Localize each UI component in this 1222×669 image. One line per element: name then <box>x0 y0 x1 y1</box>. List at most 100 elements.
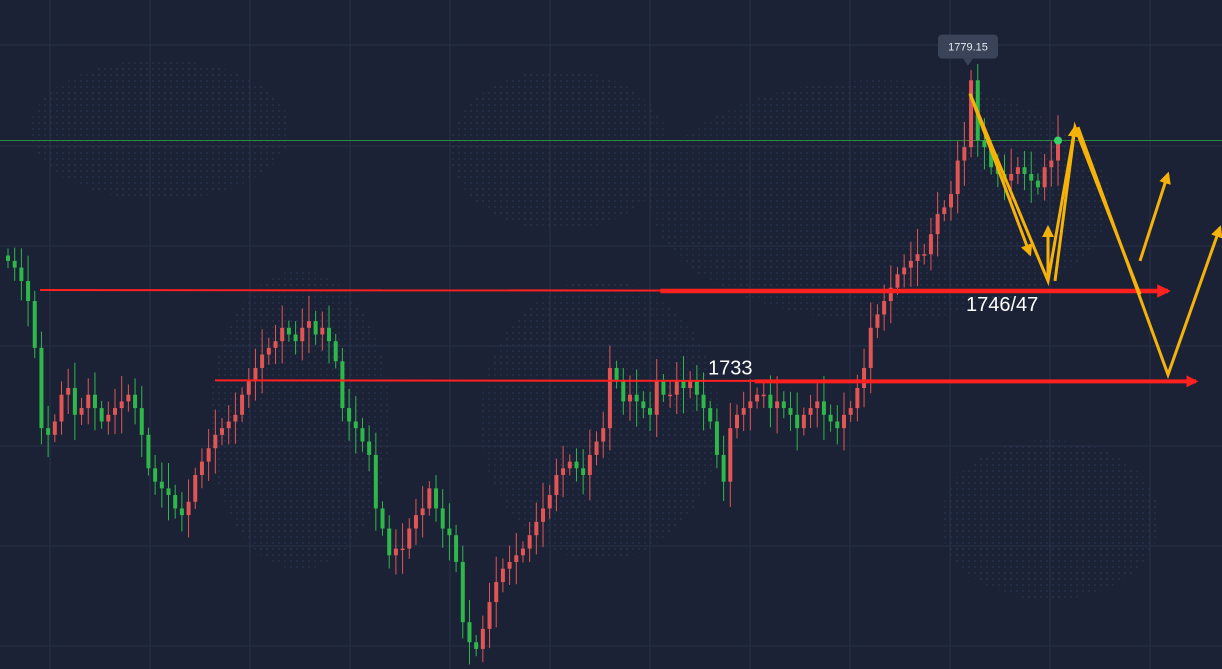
candle-body <box>360 428 365 442</box>
candle-body <box>547 495 552 509</box>
candle-body <box>748 401 753 409</box>
candle-body <box>634 394 639 402</box>
candle-body <box>848 408 853 415</box>
candle-body <box>146 434 151 469</box>
candle-body <box>507 561 512 569</box>
candle-body <box>808 408 813 415</box>
candle-body <box>942 207 947 215</box>
candle-body <box>220 428 225 435</box>
candle-body <box>273 341 278 348</box>
candle-body <box>714 421 719 455</box>
candle-body <box>888 287 893 302</box>
candle-body <box>801 414 806 429</box>
support-level-label: 1746/47 <box>966 294 1038 316</box>
candle-body <box>246 381 251 395</box>
candle-body <box>32 301 37 348</box>
candle-body <box>768 394 773 409</box>
support-levels: 1746/47 1733 <box>39 284 1199 388</box>
candle-body <box>166 488 171 496</box>
candle-body <box>413 515 418 529</box>
candle-body <box>788 408 793 415</box>
candle-body <box>280 327 285 342</box>
candle-body <box>52 421 57 435</box>
candle-body <box>668 394 673 397</box>
candle-body <box>527 535 532 549</box>
candle-body <box>875 314 880 328</box>
candle-body <box>567 461 572 469</box>
candle-body <box>641 401 646 409</box>
candle-body <box>815 401 820 409</box>
candle-body <box>862 367 867 389</box>
last-price-dot <box>1054 136 1062 145</box>
candle-body <box>969 80 974 148</box>
candle-body <box>333 341 338 362</box>
candle-body <box>734 414 739 429</box>
candle-body <box>400 548 405 551</box>
candle-body <box>240 394 245 415</box>
candle-body <box>467 622 472 643</box>
candle-body <box>460 561 465 623</box>
candle-body <box>474 642 479 649</box>
candle-body <box>554 474 559 496</box>
candle-body <box>173 495 178 509</box>
candle-body <box>79 408 84 415</box>
candle-body <box>681 381 686 389</box>
candle-body <box>895 274 900 288</box>
candle-body <box>86 394 91 409</box>
candle-body <box>213 434 218 449</box>
projection-arrow <box>968 93 1033 257</box>
candle-body <box>340 361 345 409</box>
candle-body <box>300 327 305 342</box>
candle-body <box>153 468 158 482</box>
candle-body <box>989 147 994 168</box>
candle-body <box>159 481 164 489</box>
candle-body <box>113 408 118 415</box>
candle-body <box>708 408 713 422</box>
candle-body <box>380 508 385 529</box>
candle-body <box>293 334 298 342</box>
candle-body <box>982 140 987 148</box>
candle-body <box>306 321 311 328</box>
candle-body <box>320 327 325 335</box>
candle-body <box>587 454 592 475</box>
candle-body <box>1042 167 1047 188</box>
candle-body <box>133 394 138 409</box>
candle-body <box>6 255 10 261</box>
candle-body <box>92 394 97 409</box>
candle-body <box>367 441 372 455</box>
candle-body <box>233 414 238 422</box>
support-level-label: 1733 <box>708 357 753 379</box>
candle-body <box>427 488 432 509</box>
candle-body <box>99 408 104 422</box>
candle-body <box>373 454 378 509</box>
candle-body <box>253 367 258 382</box>
candle-body <box>1015 167 1020 174</box>
candle-body <box>266 347 271 355</box>
candle-body <box>199 461 204 475</box>
projection-arrow <box>1053 124 1080 282</box>
candle-body <box>855 388 860 409</box>
candle-body <box>828 414 833 422</box>
candle-body <box>327 327 332 342</box>
candle-body <box>26 280 31 302</box>
candle-body <box>12 260 17 268</box>
candle-body <box>119 401 124 409</box>
candle-body <box>347 408 352 422</box>
projection-arrow <box>1138 171 1171 262</box>
candle-body <box>674 381 679 395</box>
peak-tooltip-label: 1779.15 <box>948 42 988 54</box>
candle-body <box>447 528 452 536</box>
candle-body <box>387 528 392 556</box>
candle-body <box>694 381 699 395</box>
candle-body <box>781 401 786 409</box>
candle-body <box>1049 160 1054 168</box>
candle-body <box>648 408 653 415</box>
candle-body <box>928 234 933 255</box>
candle-body <box>654 381 659 415</box>
candle-body <box>841 414 846 429</box>
candle-body <box>534 521 539 536</box>
candle-body <box>72 388 77 415</box>
candle-body <box>741 408 746 415</box>
